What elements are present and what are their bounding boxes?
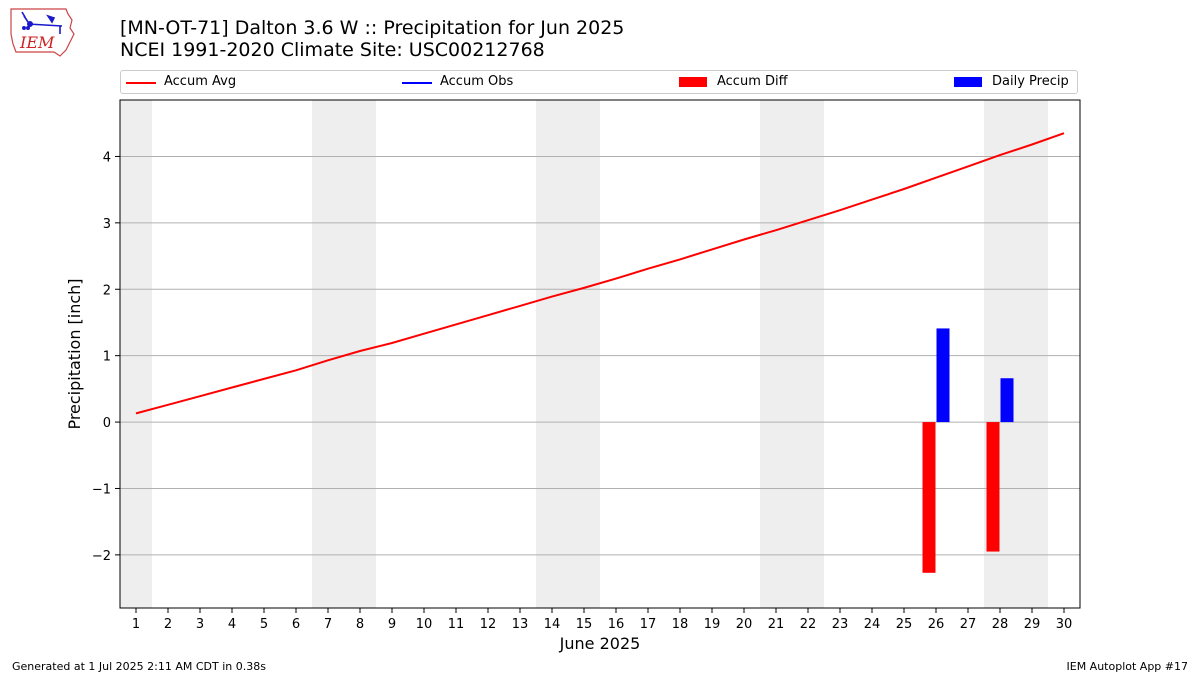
x-tick-label: 19 (704, 617, 721, 632)
daily-precip-bar (936, 328, 950, 423)
accum-diff-bar (986, 422, 1000, 552)
x-tick-label: 15 (576, 617, 593, 632)
chart-title: [MN-OT-71] Dalton 3.6 W :: Precipitation… (120, 17, 625, 39)
iowa-outline-icon (10, 8, 75, 57)
x-tick-label: 26 (928, 617, 945, 632)
x-tick-label: 18 (672, 617, 689, 632)
iem-logo: IEM (10, 8, 75, 57)
legend-swatch-accum-diff (679, 77, 707, 87)
daily-precip-bar (1000, 378, 1014, 423)
y-tick-label: 3 (103, 217, 111, 232)
y-tick-label: −2 (92, 549, 111, 564)
legend-swatch-daily-precip (954, 77, 982, 87)
x-tick-label: 1 (132, 617, 140, 632)
x-axis-label: June 2025 (559, 634, 641, 653)
y-tick-label: −1 (92, 482, 111, 497)
x-tick-label: 10 (416, 617, 433, 632)
y-tick-label: 4 (103, 150, 111, 165)
x-tick-label: 22 (800, 617, 817, 632)
x-tick-label: 8 (356, 617, 364, 632)
x-tick-label: 20 (736, 617, 753, 632)
legend-label-accum-avg: Accum Avg (164, 74, 237, 89)
accum-avg-line (135, 132, 1065, 415)
x-tick-label: 9 (388, 617, 396, 632)
legend-label-accum-obs: Accum Obs (440, 74, 514, 89)
chart-subtitle: NCEI 1991-2020 Climate Site: USC00212768 (120, 39, 545, 61)
x-tick-label: 23 (832, 617, 849, 632)
x-tick-label: 4 (228, 617, 236, 632)
weekend-shading (536, 100, 600, 608)
x-tick-label: 30 (1056, 617, 1073, 632)
x-tick-label: 7 (324, 617, 332, 632)
legend-label-accum-diff: Accum Diff (717, 74, 788, 89)
x-tick-label: 21 (768, 617, 785, 632)
x-tick-label: 13 (512, 617, 529, 632)
y-tick-label: 0 (103, 416, 111, 431)
x-tick-label: 17 (640, 617, 657, 632)
x-tick-label: 24 (864, 617, 881, 632)
x-tick-label: 12 (480, 617, 497, 632)
chart-legend: Accum Avg Accum Obs Accum Diff Daily Pre… (120, 70, 1078, 94)
legend-label-daily-precip: Daily Precip (992, 74, 1069, 89)
weekend-shading (312, 100, 376, 608)
logo-text: IEM (19, 33, 55, 52)
x-tick-label: 6 (292, 617, 300, 632)
app-credit: IEM Autoplot App #17 (1066, 660, 1189, 673)
legend-swatch-accum-obs (402, 82, 432, 84)
generated-timestamp: Generated at 1 Jul 2025 2:11 AM CDT in 0… (12, 660, 266, 673)
x-tick-label: 25 (896, 617, 913, 632)
x-tick-label: 28 (992, 617, 1009, 632)
x-tick-label: 3 (196, 617, 204, 632)
plot-frame (119, 99, 1081, 609)
x-tick-label: 16 (608, 617, 625, 632)
y-axis-label: Precipitation [inch] (65, 278, 84, 429)
x-tick-label: 2 (164, 617, 172, 632)
x-tick-label: 14 (544, 617, 561, 632)
x-tick-label: 5 (260, 617, 268, 632)
legend-swatch-accum-avg (126, 82, 156, 84)
y-tick-label: 2 (103, 283, 111, 298)
weather-station-icon (21, 11, 63, 34)
y-tick-label: 1 (103, 350, 111, 365)
x-tick-label: 29 (1024, 617, 1041, 632)
x-tick-label: 27 (960, 617, 977, 632)
weekend-shading (120, 100, 152, 608)
weekend-shading (760, 100, 824, 608)
x-tick-label: 11 (448, 617, 465, 632)
accum-diff-bar (922, 422, 936, 573)
